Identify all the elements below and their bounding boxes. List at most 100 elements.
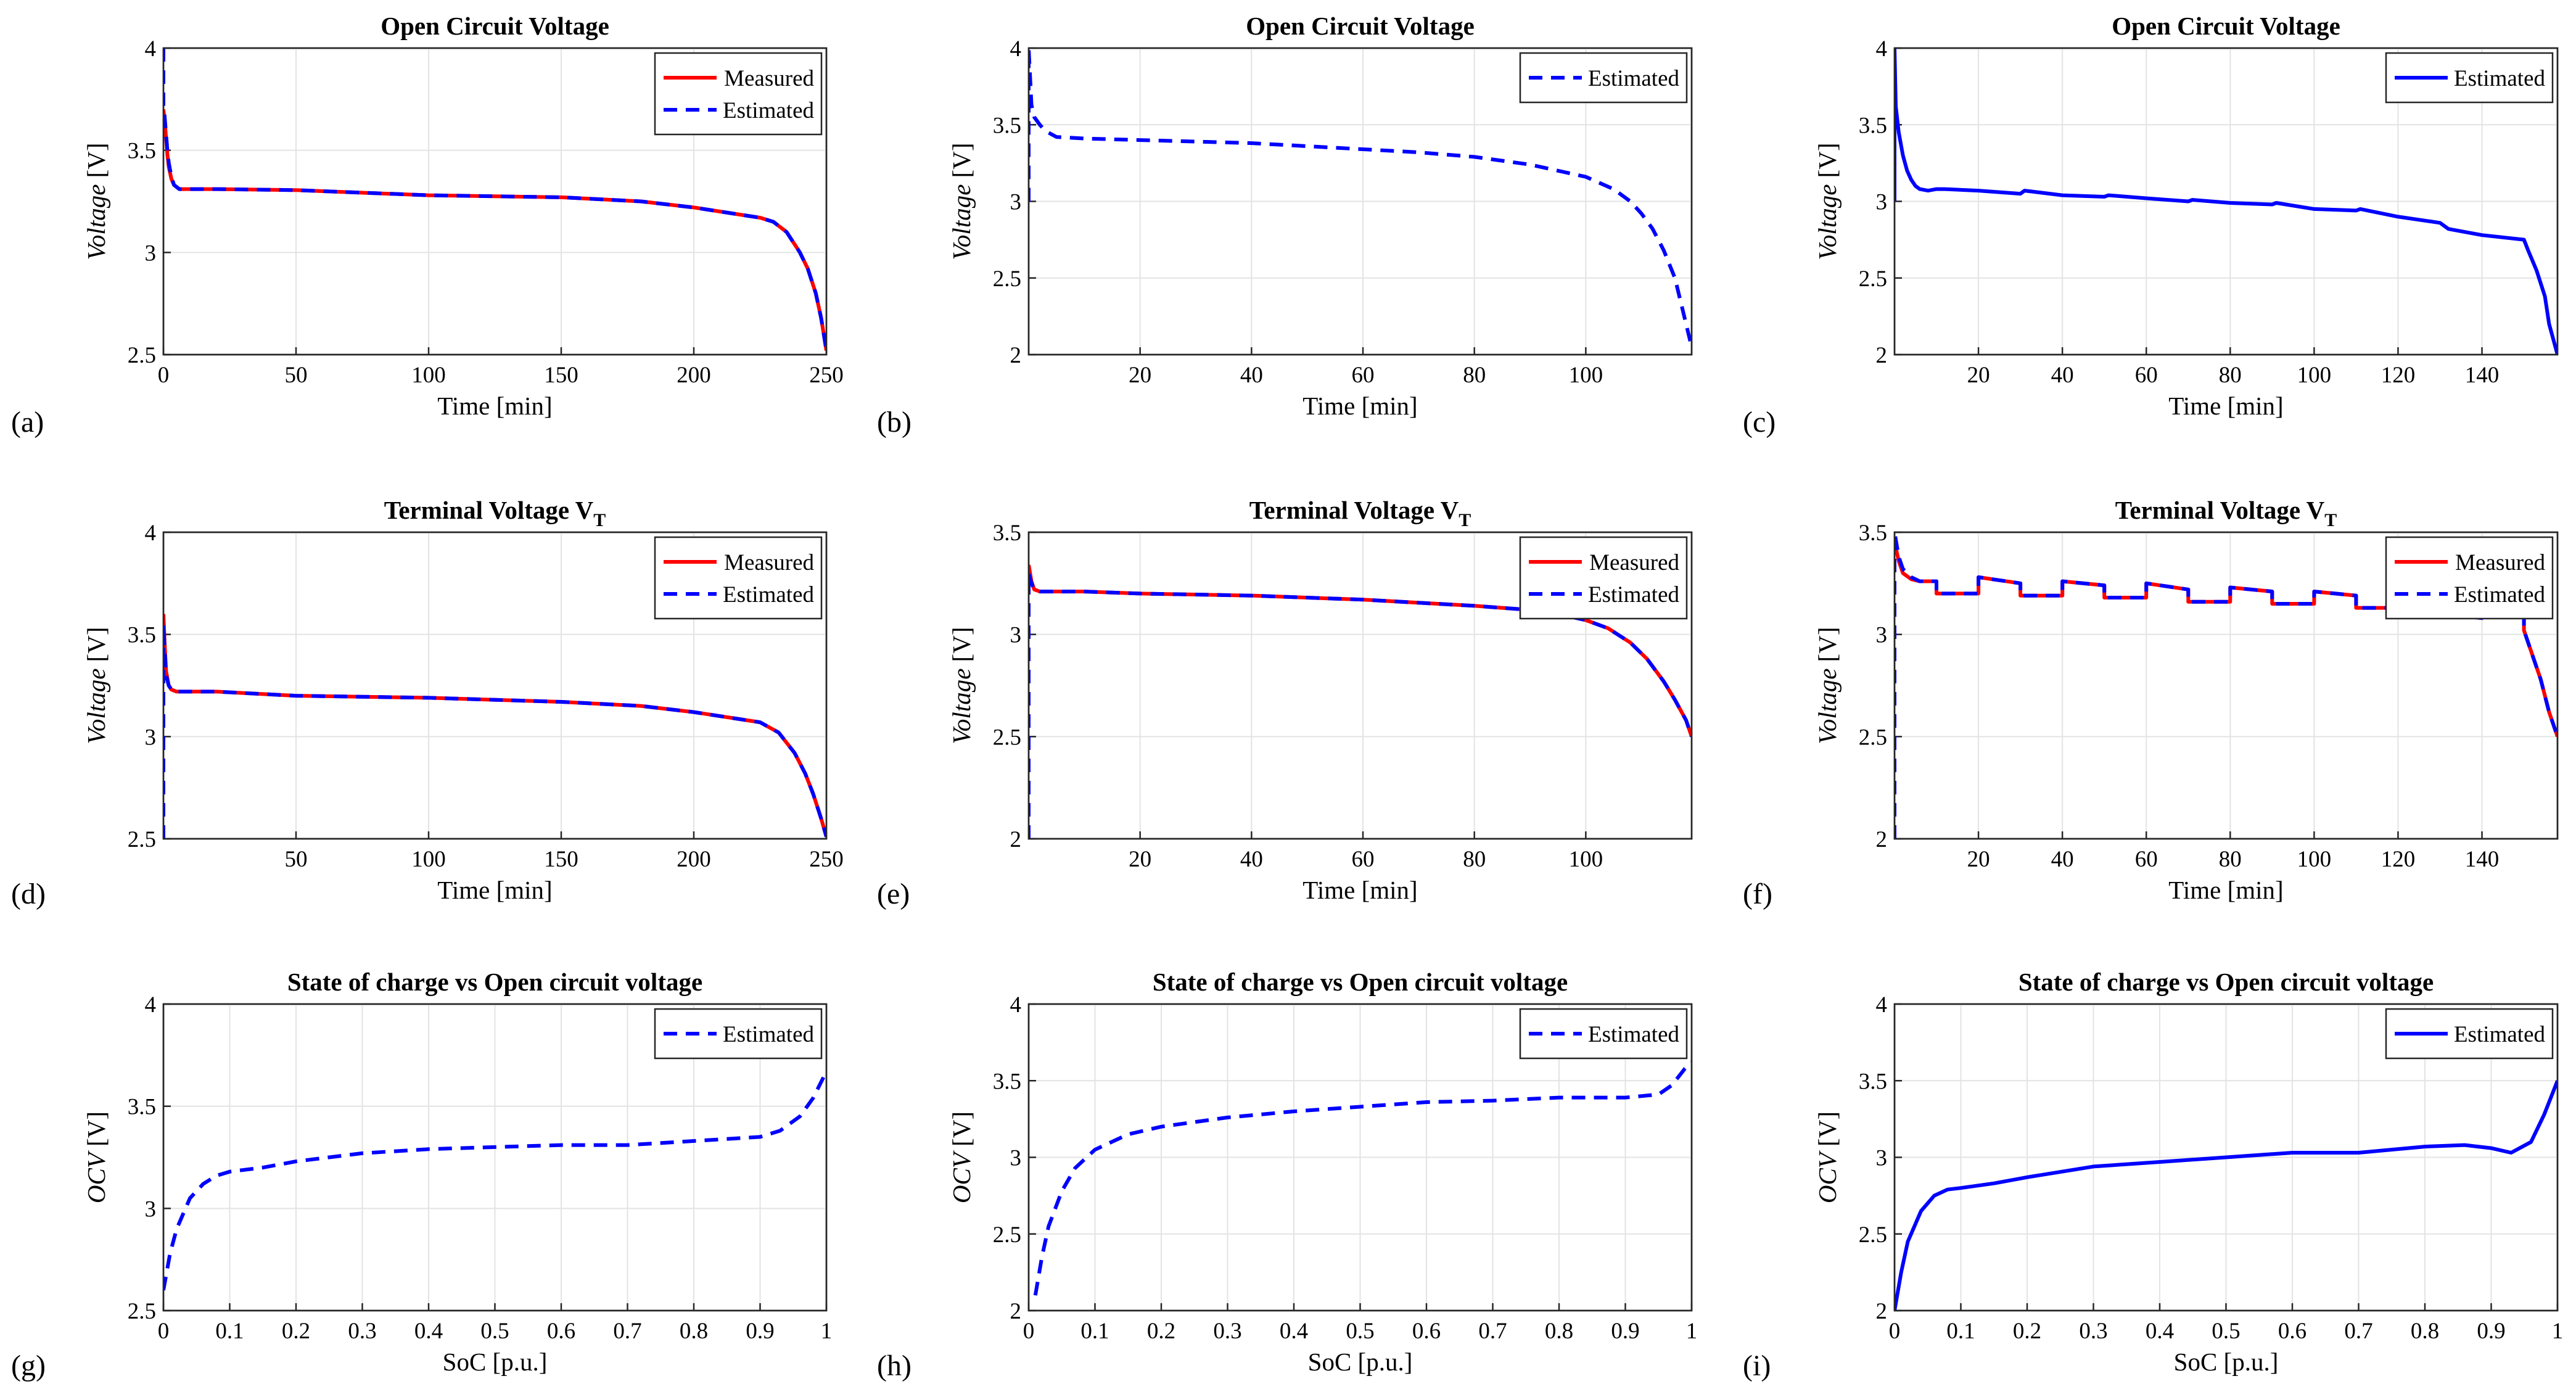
legend: Estimated [2385, 1008, 2554, 1060]
chart-panel: 50 100 150 200 250 2.5 3 3.5 4 Terminal Voltage V… [82, 496, 844, 904]
legend-label: Estimated [723, 98, 814, 123]
x-tick-label: 80 [1463, 363, 1486, 388]
legend-label: Estimated [723, 1022, 814, 1047]
y-axis-label: Voltage [V] [1813, 627, 1841, 744]
axes-frame [162, 47, 828, 356]
legend: Measured Estimated [654, 52, 823, 136]
panel-letter-b: (d) [11, 878, 46, 910]
chart-panel: 20 40 60 80 100 2 2.5 3 3.5 4 Open Circuit Voltage… [947, 12, 1693, 420]
chart-title: State of charge vs Open circuit voltage [2018, 968, 2434, 996]
legend-label: Estimated [2454, 582, 2545, 607]
y-axis-label: OCV [V] [947, 1111, 976, 1203]
y-tick-label: 4 [1010, 992, 1022, 1018]
y-axis-label-quantity: Voltage [1813, 669, 1841, 744]
y-axis-label: OCV [V] [1813, 1111, 1841, 1203]
legend-label: Estimated [1588, 582, 1679, 607]
y-axis-label: Voltage [V] [82, 142, 110, 260]
panel-letter-d: (b) [877, 406, 911, 439]
chart-title-text: Open Circuit Voltage [2112, 12, 2340, 40]
legend-box [1519, 536, 1688, 620]
x-axis-label: Time [min] [2168, 392, 2283, 420]
x-tick-label: 20 [1967, 847, 1990, 872]
panel-letter-h: (f) [1743, 878, 1772, 910]
x-tick-label: 0.3 [348, 1319, 376, 1344]
series-group [163, 48, 826, 351]
y-tick-label: 3.5 [1859, 1069, 1887, 1094]
y-axis-label: Voltage [V] [947, 142, 976, 260]
chart-title: Terminal Voltage VT [1249, 496, 1471, 530]
y-tick-label: 2 [1876, 343, 1888, 368]
legend-label: Measured [724, 550, 814, 575]
y-tick-label: 2 [1010, 343, 1022, 368]
x-tick-label: 80 [1463, 847, 1486, 872]
y-tick-label: 2.5 [993, 266, 1021, 292]
legend: Estimated [1519, 1008, 1688, 1060]
x-axis-label: Time [min] [2168, 876, 2283, 904]
x-tick-label: 140 [2465, 363, 2500, 388]
legend-label: Estimated [1588, 66, 1679, 91]
chart-panel: 0 0.1 0.2 0.3 0.4 0.5 0.6 0.7 0.8 0.9 1 2.5 3 3.5 4 Sta… [82, 968, 832, 1376]
y-tick-label: 2 [1010, 1299, 1022, 1324]
panel-letter-i: (i) [1743, 1349, 1771, 1382]
x-tick-label: 0.3 [2079, 1319, 2107, 1344]
axes-frame [1027, 1003, 1693, 1312]
y-axis-label-quantity: OCV [947, 1150, 976, 1203]
series-line-estimated [1029, 571, 1692, 839]
x-tick-label: 0.3 [1213, 1319, 1241, 1344]
y-tick-label: 3.5 [1859, 113, 1887, 138]
axes-frame [162, 531, 828, 840]
chart-title-text: State of charge vs Open circuit voltage [1153, 968, 1568, 996]
y-axis-label-quantity: OCV [82, 1150, 110, 1203]
x-tick-label: 0.5 [480, 1319, 509, 1344]
x-tick-label: 0.9 [746, 1319, 774, 1344]
series-line-estimated [1033, 1061, 1692, 1296]
x-tick-label: 0.6 [1412, 1319, 1441, 1344]
chart-title: Open Circuit Voltage [2112, 12, 2340, 40]
axes-frame [1893, 1003, 2559, 1312]
x-tick-label: 0.4 [414, 1319, 443, 1344]
y-axis-label-unit: [V] [947, 627, 976, 668]
panel-letter-f: (h) [877, 1349, 911, 1382]
chart-title: Terminal Voltage VT [384, 496, 606, 530]
x-tick-label: 100 [411, 363, 446, 388]
y-tick-label: 3 [1010, 1146, 1022, 1171]
x-tick-label: 20 [1129, 363, 1151, 388]
x-tick-label: 200 [677, 363, 711, 388]
x-tick-label: 0 [158, 363, 170, 388]
legend-label: Estimated [2454, 66, 2545, 91]
x-axis-label: Time [min] [437, 392, 552, 420]
legend-label: Measured [2455, 550, 2545, 575]
y-axis-label-unit: [V] [1813, 627, 1841, 668]
legend: Measured Estimated [1519, 536, 1688, 620]
chart-title-text: Terminal Voltage V [2115, 496, 2325, 524]
y-axis-label-unit: [V] [1813, 1111, 1841, 1153]
y-axis-label-unit: [V] [82, 627, 110, 668]
y-axis-label-quantity: Voltage [1813, 184, 1841, 260]
x-tick-label: 0.9 [2477, 1319, 2505, 1344]
y-tick-label: 4 [1876, 36, 1888, 62]
y-tick-label: 3 [145, 725, 157, 750]
y-tick-label: 3.5 [1859, 521, 1887, 546]
y-axis-label-unit: [V] [82, 1111, 110, 1153]
chart-title-text: Terminal Voltage V [1249, 496, 1459, 524]
y-axis-label: OCV [V] [82, 1111, 110, 1203]
y-axis-label: Voltage [V] [947, 627, 976, 744]
y-tick-label: 3 [1010, 190, 1022, 215]
legend-label: Estimated [1588, 1022, 1679, 1047]
chart-title-text: State of charge vs Open circuit voltage [287, 968, 702, 996]
chart-panel: 0 0.1 0.2 0.3 0.4 0.5 0.6 0.7 0.8 0.9 1 2 2.5 3 3.5 4 St… [1813, 968, 2563, 1376]
series-line-estimated [1895, 48, 2557, 355]
y-tick-label: 2.5 [993, 1222, 1021, 1248]
y-tick-label: 2 [1876, 827, 1888, 852]
series-group [163, 1070, 826, 1291]
y-tick-label: 2.5 [128, 827, 156, 852]
x-tick-label: 120 [2381, 847, 2416, 872]
x-tick-label: 60 [1352, 847, 1375, 872]
x-tick-label: 80 [2219, 363, 2242, 388]
x-tick-label: 150 [544, 847, 578, 872]
chart-title: State of charge vs Open circuit voltage [1153, 968, 1568, 996]
x-tick-label: 250 [809, 847, 844, 872]
chart-panel: 20 40 60 80 100 120 140 2 2.5 3 3.5 4 Open Circuit V… [1813, 12, 2559, 420]
panel-letter-a: (a) [11, 406, 44, 439]
